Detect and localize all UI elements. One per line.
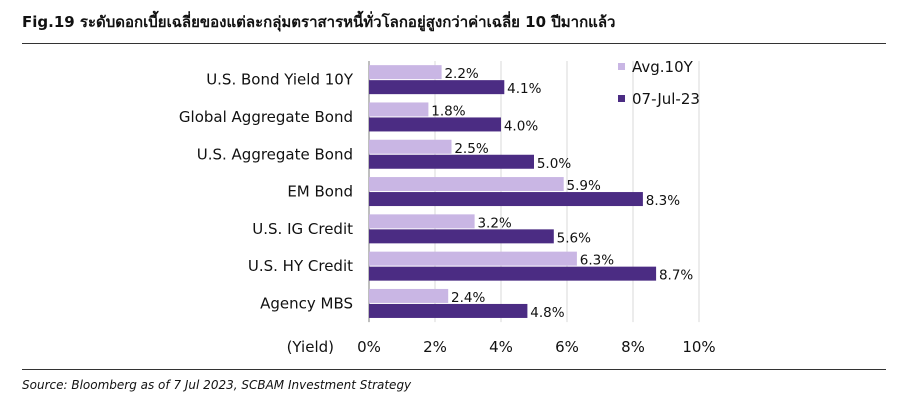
bar-avg-10y [369, 65, 442, 80]
title-divider [22, 43, 886, 44]
x-tick-label: 2% [423, 338, 447, 356]
data-label: 2.2% [444, 66, 478, 82]
bar-avg-10y [369, 177, 564, 192]
bar-07-jul-23 [369, 117, 501, 132]
data-label: 4.1% [507, 81, 541, 97]
category-label: U.S. IG Credit [252, 220, 353, 238]
category-label: Agency MBS [260, 294, 353, 312]
bar-07-jul-23 [369, 303, 528, 318]
bar-07-jul-23 [369, 80, 505, 95]
bar-07-jul-23 [369, 266, 657, 281]
x-tick-label: 10% [682, 338, 715, 356]
bar-07-jul-23 [369, 154, 534, 169]
bar-avg-10y [369, 139, 452, 154]
data-label: 2.5% [454, 141, 488, 157]
legend-swatch-current [618, 95, 625, 102]
category-label: U.S. HY Credit [248, 257, 353, 275]
x-axis-label: (Yield) [287, 338, 334, 356]
x-tick-label: 0% [357, 338, 381, 356]
bar-avg-10y [369, 288, 449, 303]
bar-avg-10y [369, 102, 429, 117]
data-label: 8.7% [659, 268, 693, 284]
bar-07-jul-23 [369, 192, 643, 207]
source-note: Source: Bloomberg as of 7 Jul 2023, SCBA… [22, 378, 412, 392]
category-label: EM Bond [287, 183, 353, 201]
data-label: 5.6% [557, 230, 591, 246]
legend-label: Avg.10Y [632, 58, 694, 76]
data-label: 4.0% [504, 118, 538, 134]
data-label: 6.3% [580, 253, 614, 269]
category-label: U.S. Aggregate Bond [197, 145, 353, 163]
data-label: 2.4% [451, 290, 485, 306]
category-label: Global Aggregate Bond [179, 108, 353, 126]
figure-title: Fig.19 ระดับดอกเบี้ยเฉลี่ยของแต่ละกลุ่มต… [22, 13, 616, 31]
bar-avg-10y [369, 214, 475, 229]
category-label: U.S. Bond Yield 10Y [206, 71, 354, 89]
legend-label: 07-Jul-23 [632, 90, 700, 108]
data-label: 8.3% [646, 193, 680, 209]
bar-avg-10y [369, 251, 577, 266]
data-label: 5.9% [567, 178, 601, 194]
x-tick-label: 4% [489, 338, 513, 356]
legend-swatch-avg [618, 63, 625, 70]
source-divider [22, 369, 886, 370]
x-tick-label: 6% [555, 338, 579, 356]
data-label: 5.0% [537, 156, 571, 172]
data-label: 4.8% [530, 305, 564, 321]
bar-07-jul-23 [369, 229, 554, 244]
data-label: 3.2% [477, 215, 511, 231]
data-label: 1.8% [431, 103, 465, 119]
x-tick-label: 8% [621, 338, 645, 356]
